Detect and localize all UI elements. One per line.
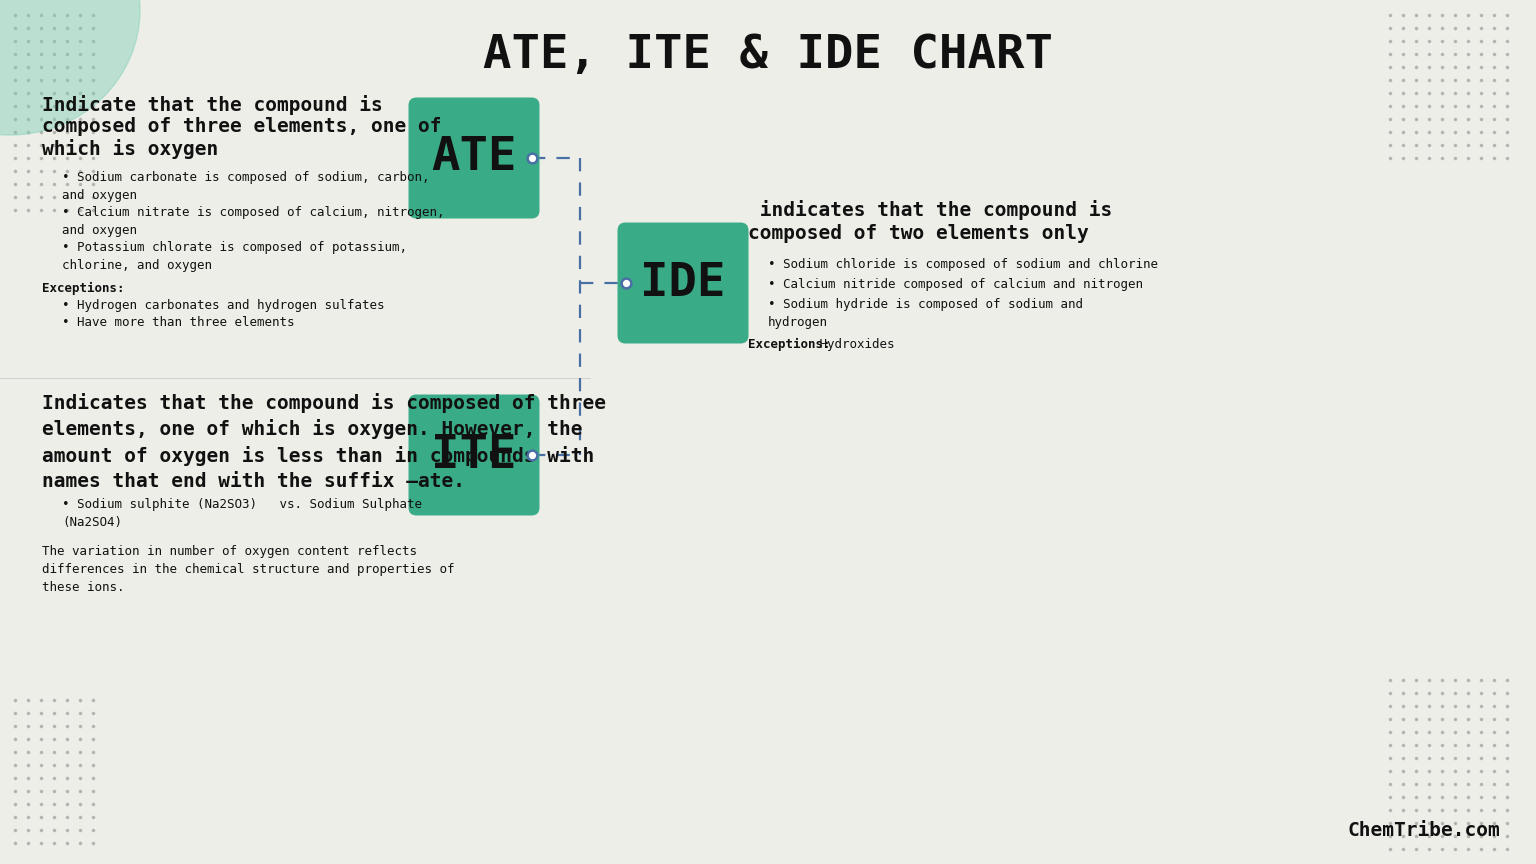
Text: • Sodium chloride is composed of sodium and chlorine: • Sodium chloride is composed of sodium … <box>768 258 1158 271</box>
Text: ATE: ATE <box>432 136 516 181</box>
Text: • Calcium nitrate is composed of calcium, nitrogen,
and oxygen: • Calcium nitrate is composed of calcium… <box>61 206 444 237</box>
Text: • Sodium sulphite (Na2SO3)   vs. Sodium Sulphate
(Na2SO4): • Sodium sulphite (Na2SO3) vs. Sodium Su… <box>61 498 422 529</box>
Text: composed of three elements, one of: composed of three elements, one of <box>41 117 441 136</box>
Text: • Sodium carbonate is composed of sodium, carbon,
and oxygen: • Sodium carbonate is composed of sodium… <box>61 171 430 202</box>
Text: • Calcium nitride composed of calcium and nitrogen: • Calcium nitride composed of calcium an… <box>768 278 1143 291</box>
Text: which is oxygen: which is oxygen <box>41 139 218 159</box>
Text: Exceptions:: Exceptions: <box>748 338 831 351</box>
Text: Indicates that the compound is composed of three
elements, one of which is oxyge: Indicates that the compound is composed … <box>41 393 607 491</box>
FancyBboxPatch shape <box>409 98 539 219</box>
FancyBboxPatch shape <box>617 223 748 344</box>
Text: ChemTribe.com: ChemTribe.com <box>1347 821 1501 840</box>
Text: • Hydrogen carbonates and hydrogen sulfates: • Hydrogen carbonates and hydrogen sulfa… <box>61 299 384 312</box>
Text: • Potassium chlorate is composed of potassium,
chlorine, and oxygen: • Potassium chlorate is composed of pota… <box>61 241 407 272</box>
Ellipse shape <box>0 0 140 135</box>
Text: composed of two elements only: composed of two elements only <box>748 224 1089 243</box>
Text: The variation in number of oxygen content reflects
differences in the chemical s: The variation in number of oxygen conten… <box>41 545 455 594</box>
Text: Exceptions:: Exceptions: <box>41 282 124 295</box>
Text: IDE: IDE <box>641 261 725 306</box>
Text: ATE, ITE & IDE CHART: ATE, ITE & IDE CHART <box>482 33 1054 78</box>
Text: indicates that the compound is: indicates that the compound is <box>748 200 1112 220</box>
Text: ITE: ITE <box>432 433 516 478</box>
Text: Hydroxides: Hydroxides <box>813 338 894 351</box>
Text: • Have more than three elements: • Have more than three elements <box>61 316 295 329</box>
Text: Indicate that the compound is: Indicate that the compound is <box>41 95 382 115</box>
FancyBboxPatch shape <box>409 395 539 516</box>
Text: • Sodium hydride is composed of sodium and
hydrogen: • Sodium hydride is composed of sodium a… <box>768 298 1083 329</box>
